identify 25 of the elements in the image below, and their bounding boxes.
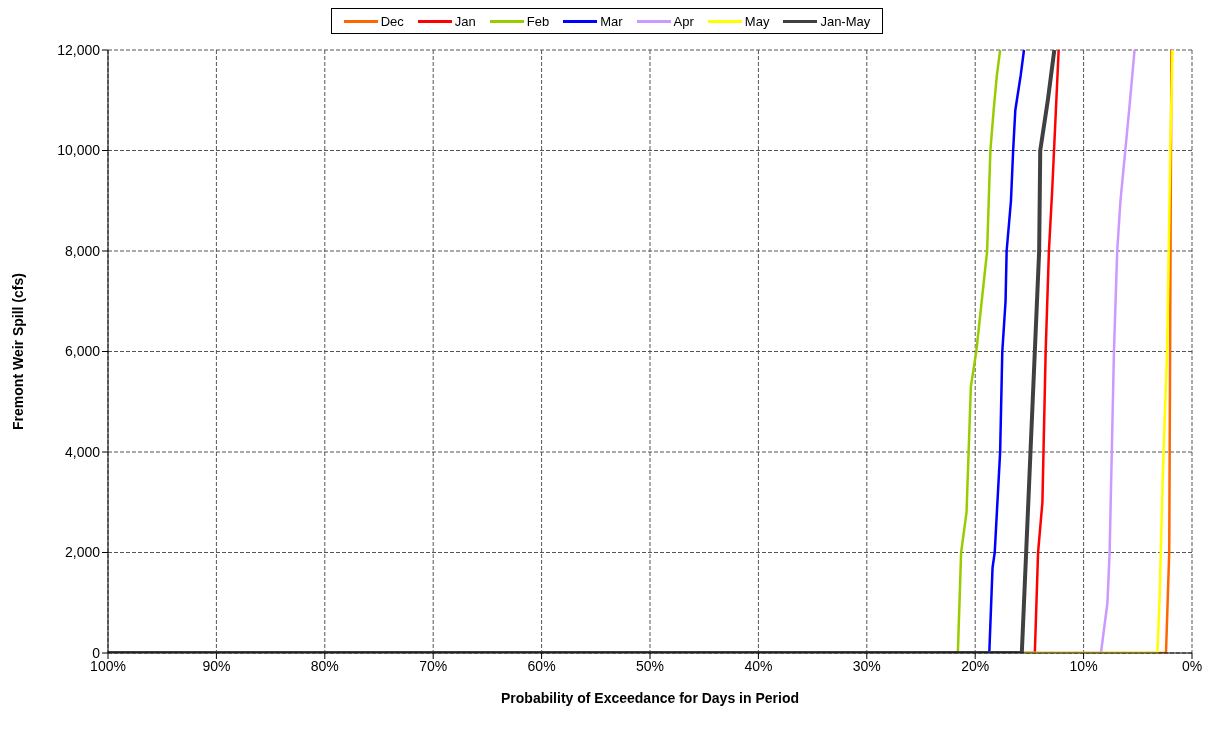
y-axis-title: Fremont Weir Spill (cfs) <box>9 273 26 430</box>
legend-label: Apr <box>673 13 694 29</box>
x-axis-title: Probability of Exceedance for Days in Period <box>501 690 799 706</box>
legend-label: Jan <box>454 13 476 29</box>
y-tick-label: 6,000 <box>64 343 101 360</box>
x-tick-label: 0% <box>1181 657 1203 674</box>
y-tick-label: 10,000 <box>57 142 101 159</box>
x-tick-label: 20% <box>961 657 990 674</box>
legend-label: Feb <box>526 13 550 29</box>
legend-label: Dec <box>380 13 404 29</box>
x-tick-label: 60% <box>527 657 556 674</box>
x-tick-label: 70% <box>419 657 448 674</box>
y-tick-label: 8,000 <box>64 242 101 259</box>
x-tick-label: 40% <box>744 657 773 674</box>
legend-label: Jan-May <box>820 13 871 29</box>
x-tick-label: 10% <box>1069 657 1098 674</box>
legend-label: May <box>744 13 770 29</box>
y-tick-label: 2,000 <box>64 544 101 561</box>
x-tick-label: 90% <box>202 657 231 674</box>
y-tick-label: 12,000 <box>57 41 101 58</box>
legend-label: Mar <box>600 13 623 29</box>
x-tick-label: 50% <box>635 657 665 674</box>
x-tick-label: 80% <box>310 657 339 674</box>
x-tick-label: 30% <box>852 657 881 674</box>
y-tick-label: 4,000 <box>64 443 101 460</box>
